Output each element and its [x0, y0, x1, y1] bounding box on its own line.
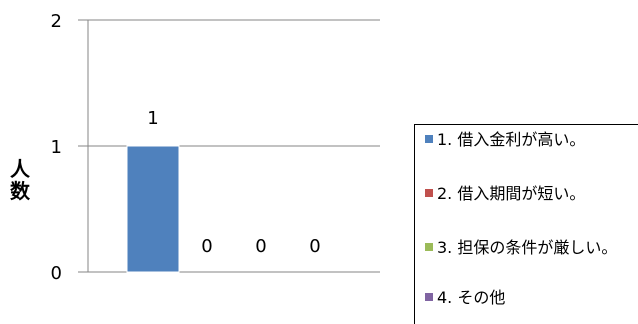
- legend-item-4: 4. その他: [425, 287, 630, 309]
- data-label-4: 0: [309, 236, 320, 257]
- legend-label-2: 2. 借入期間が短い。: [437, 184, 586, 203]
- legend-swatch-2: [425, 189, 433, 197]
- legend: 1. 借入金利が高い。 2. 借入期間が短い。 3. 担保の条件が厳しい。 4.…: [414, 124, 638, 324]
- legend-label-3: 3. 担保の条件が厳しい。: [437, 238, 618, 257]
- data-label-3: 0: [255, 236, 266, 257]
- legend-swatch-1: [425, 135, 433, 143]
- legend-swatch-4: [425, 293, 433, 301]
- y-axis-label: 人数: [10, 157, 30, 203]
- y-tick-label-0: 0: [51, 263, 62, 284]
- bar-chart: 0 1 2 1 0 0 0: [51, 11, 380, 284]
- y-tick-label-1: 1: [51, 137, 62, 158]
- legend-item-2: 2. 借入期間が短い。: [425, 183, 630, 205]
- data-label-1: 1: [147, 108, 158, 129]
- legend-item-3: 3. 担保の条件が厳しい。: [425, 237, 630, 259]
- data-label-2: 0: [201, 236, 212, 257]
- bar-1: [126, 145, 180, 273]
- legend-item-1: 1. 借入金利が高い。: [425, 129, 630, 151]
- y-tick-label-2: 2: [51, 11, 62, 32]
- legend-swatch-3: [425, 243, 433, 251]
- legend-label-4: 4. その他: [437, 288, 506, 307]
- legend-label-1: 1. 借入金利が高い。: [437, 130, 586, 149]
